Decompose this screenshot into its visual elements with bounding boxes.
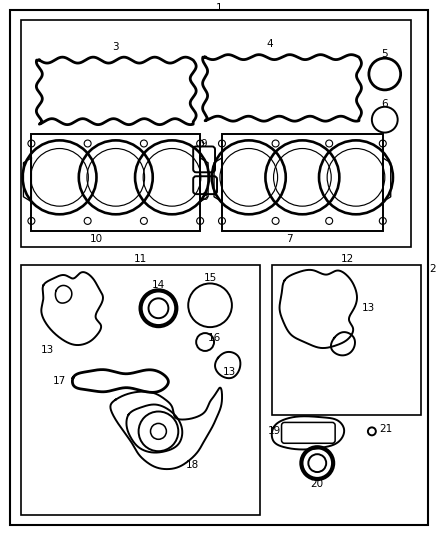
Text: 13: 13 [362,303,375,313]
Text: 11: 11 [134,254,147,264]
Text: 13: 13 [41,345,54,355]
Text: 21: 21 [379,424,392,434]
Bar [272,264,420,415]
Text: 4: 4 [266,39,273,49]
Text: 3: 3 [113,42,119,52]
Text: 10: 10 [89,234,102,244]
Text: 13: 13 [223,367,237,377]
Text: 9: 9 [201,140,208,149]
Bar [21,20,410,247]
Text: 15: 15 [203,273,217,284]
Text: 14: 14 [152,280,165,290]
Text: 1: 1 [215,3,223,12]
Bar [32,134,200,231]
Text: 6: 6 [381,99,388,109]
Text: 8: 8 [201,192,208,202]
Text: 20: 20 [311,479,324,489]
Text: 16: 16 [208,333,221,343]
Text: 19: 19 [268,426,281,437]
Bar [222,134,383,231]
Text: 5: 5 [381,49,388,59]
Text: 17: 17 [53,376,66,386]
Text: 12: 12 [340,254,353,264]
Bar [21,264,260,515]
Text: 2: 2 [429,263,436,273]
Text: 7: 7 [286,234,293,244]
Text: 18: 18 [186,460,199,470]
